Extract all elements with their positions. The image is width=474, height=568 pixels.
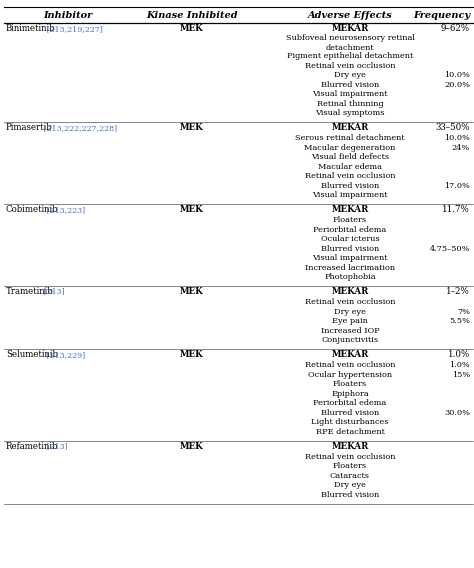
Text: Ocular icterus: Ocular icterus: [320, 235, 379, 243]
Text: 30.0%: 30.0%: [444, 409, 470, 417]
Text: Subfoveal neurosensory retinal
detachment: Subfoveal neurosensory retinal detachmen…: [285, 35, 414, 52]
Text: Visual symptoms: Visual symptoms: [315, 109, 385, 117]
Text: Dry eye: Dry eye: [334, 308, 366, 316]
Text: MEK: MEK: [180, 24, 204, 34]
Text: 1.0%: 1.0%: [449, 361, 470, 369]
Text: Epiphora: Epiphora: [331, 390, 369, 398]
Text: 20.0%: 20.0%: [444, 81, 470, 89]
Text: MEK: MEK: [180, 287, 204, 296]
Text: 24%: 24%: [452, 144, 470, 152]
Text: MEK: MEK: [180, 205, 204, 214]
Text: Retinal vein occlusion: Retinal vein occlusion: [305, 361, 395, 369]
Text: MEKAR: MEKAR: [331, 24, 369, 34]
Text: 9–62%: 9–62%: [441, 24, 470, 34]
Text: MEKAR: MEKAR: [331, 287, 369, 296]
Text: Macular degeneration: Macular degeneration: [304, 144, 396, 152]
Text: Conjunctivitis: Conjunctivitis: [321, 336, 379, 344]
Text: Visual impairment: Visual impairment: [312, 254, 388, 262]
Text: Light disturbances: Light disturbances: [311, 418, 389, 426]
Text: Blurred vision: Blurred vision: [321, 491, 379, 499]
Text: Retinal vein occlusion: Retinal vein occlusion: [305, 62, 395, 70]
Text: Cataracts: Cataracts: [330, 472, 370, 480]
Text: Macular edema: Macular edema: [318, 163, 382, 171]
Text: 17.0%: 17.0%: [444, 182, 470, 190]
Text: Serous retinal detachment: Serous retinal detachment: [295, 134, 405, 142]
Text: 10.0%: 10.0%: [444, 71, 470, 80]
Text: Periorbital edema: Periorbital edema: [313, 225, 387, 234]
Text: Visual impairment: Visual impairment: [312, 191, 388, 199]
Text: [213,223]: [213,223]: [45, 206, 86, 214]
Text: 15%: 15%: [452, 371, 470, 379]
Text: 4.75–50%: 4.75–50%: [429, 245, 470, 253]
Text: MEK: MEK: [180, 350, 204, 359]
Text: Inhibitor: Inhibitor: [44, 11, 92, 20]
Text: Retinal thinning: Retinal thinning: [317, 100, 383, 108]
Text: Retinal vein occlusion: Retinal vein occlusion: [305, 298, 395, 306]
Text: MEKAR: MEKAR: [331, 350, 369, 359]
Text: [213,219,227]: [213,219,227]: [45, 25, 103, 33]
Text: Kinase Inhibited: Kinase Inhibited: [146, 11, 238, 20]
Text: Visual impairment: Visual impairment: [312, 90, 388, 98]
Text: Frequency: Frequency: [413, 11, 471, 20]
Text: Visual field defects: Visual field defects: [311, 153, 389, 161]
Text: Increased IOP: Increased IOP: [321, 327, 379, 335]
Text: Photophobia: Photophobia: [324, 273, 376, 281]
Text: MEK: MEK: [180, 442, 204, 451]
Text: Blurred vision: Blurred vision: [321, 245, 379, 253]
Text: Floaters: Floaters: [333, 216, 367, 224]
Text: 7%: 7%: [457, 308, 470, 316]
Text: 1.0%: 1.0%: [448, 350, 470, 359]
Text: Pigment epithelial detachment: Pigment epithelial detachment: [287, 52, 413, 60]
Text: MEK: MEK: [180, 123, 204, 132]
Text: Cobimetinib: Cobimetinib: [6, 205, 59, 214]
Text: Blurred vision: Blurred vision: [321, 81, 379, 89]
Text: Floaters: Floaters: [333, 462, 367, 470]
Text: [213,229]: [213,229]: [45, 351, 86, 359]
Text: 1–2%: 1–2%: [446, 287, 470, 296]
Text: Dry eye: Dry eye: [334, 71, 366, 80]
Text: Retinal vein occlusion: Retinal vein occlusion: [305, 453, 395, 461]
Text: MEKAR: MEKAR: [331, 123, 369, 132]
Text: [213,222,227,228]: [213,222,227,228]: [41, 124, 117, 132]
Text: Increased lacrimation: Increased lacrimation: [305, 264, 395, 272]
Text: [213]: [213]: [45, 442, 68, 450]
Text: Refametinib: Refametinib: [6, 442, 58, 451]
Text: [213]: [213]: [41, 288, 64, 296]
Text: 10.0%: 10.0%: [444, 134, 470, 142]
Text: Pimasertib: Pimasertib: [6, 123, 53, 132]
Text: Dry eye: Dry eye: [334, 481, 366, 489]
Text: Trametinib: Trametinib: [6, 287, 54, 296]
Text: Eye pain: Eye pain: [332, 318, 368, 325]
Text: Binimetinib: Binimetinib: [6, 24, 55, 34]
Text: Retinal vein occlusion: Retinal vein occlusion: [305, 172, 395, 180]
Text: Periorbital edema: Periorbital edema: [313, 399, 387, 407]
Text: Adverse Effects: Adverse Effects: [308, 11, 392, 20]
Text: 5.5%: 5.5%: [449, 318, 470, 325]
Text: 11.7%: 11.7%: [442, 205, 470, 214]
Text: RPE detachment: RPE detachment: [316, 428, 384, 436]
Text: MEKAR: MEKAR: [331, 442, 369, 451]
Text: Floaters: Floaters: [333, 380, 367, 389]
Text: Blurred vision: Blurred vision: [321, 182, 379, 190]
Text: Selumetinib: Selumetinib: [6, 350, 58, 359]
Text: MEKAR: MEKAR: [331, 205, 369, 214]
Text: Ocular hypertension: Ocular hypertension: [308, 371, 392, 379]
Text: Blurred vision: Blurred vision: [321, 409, 379, 417]
Text: 33–50%: 33–50%: [436, 123, 470, 132]
